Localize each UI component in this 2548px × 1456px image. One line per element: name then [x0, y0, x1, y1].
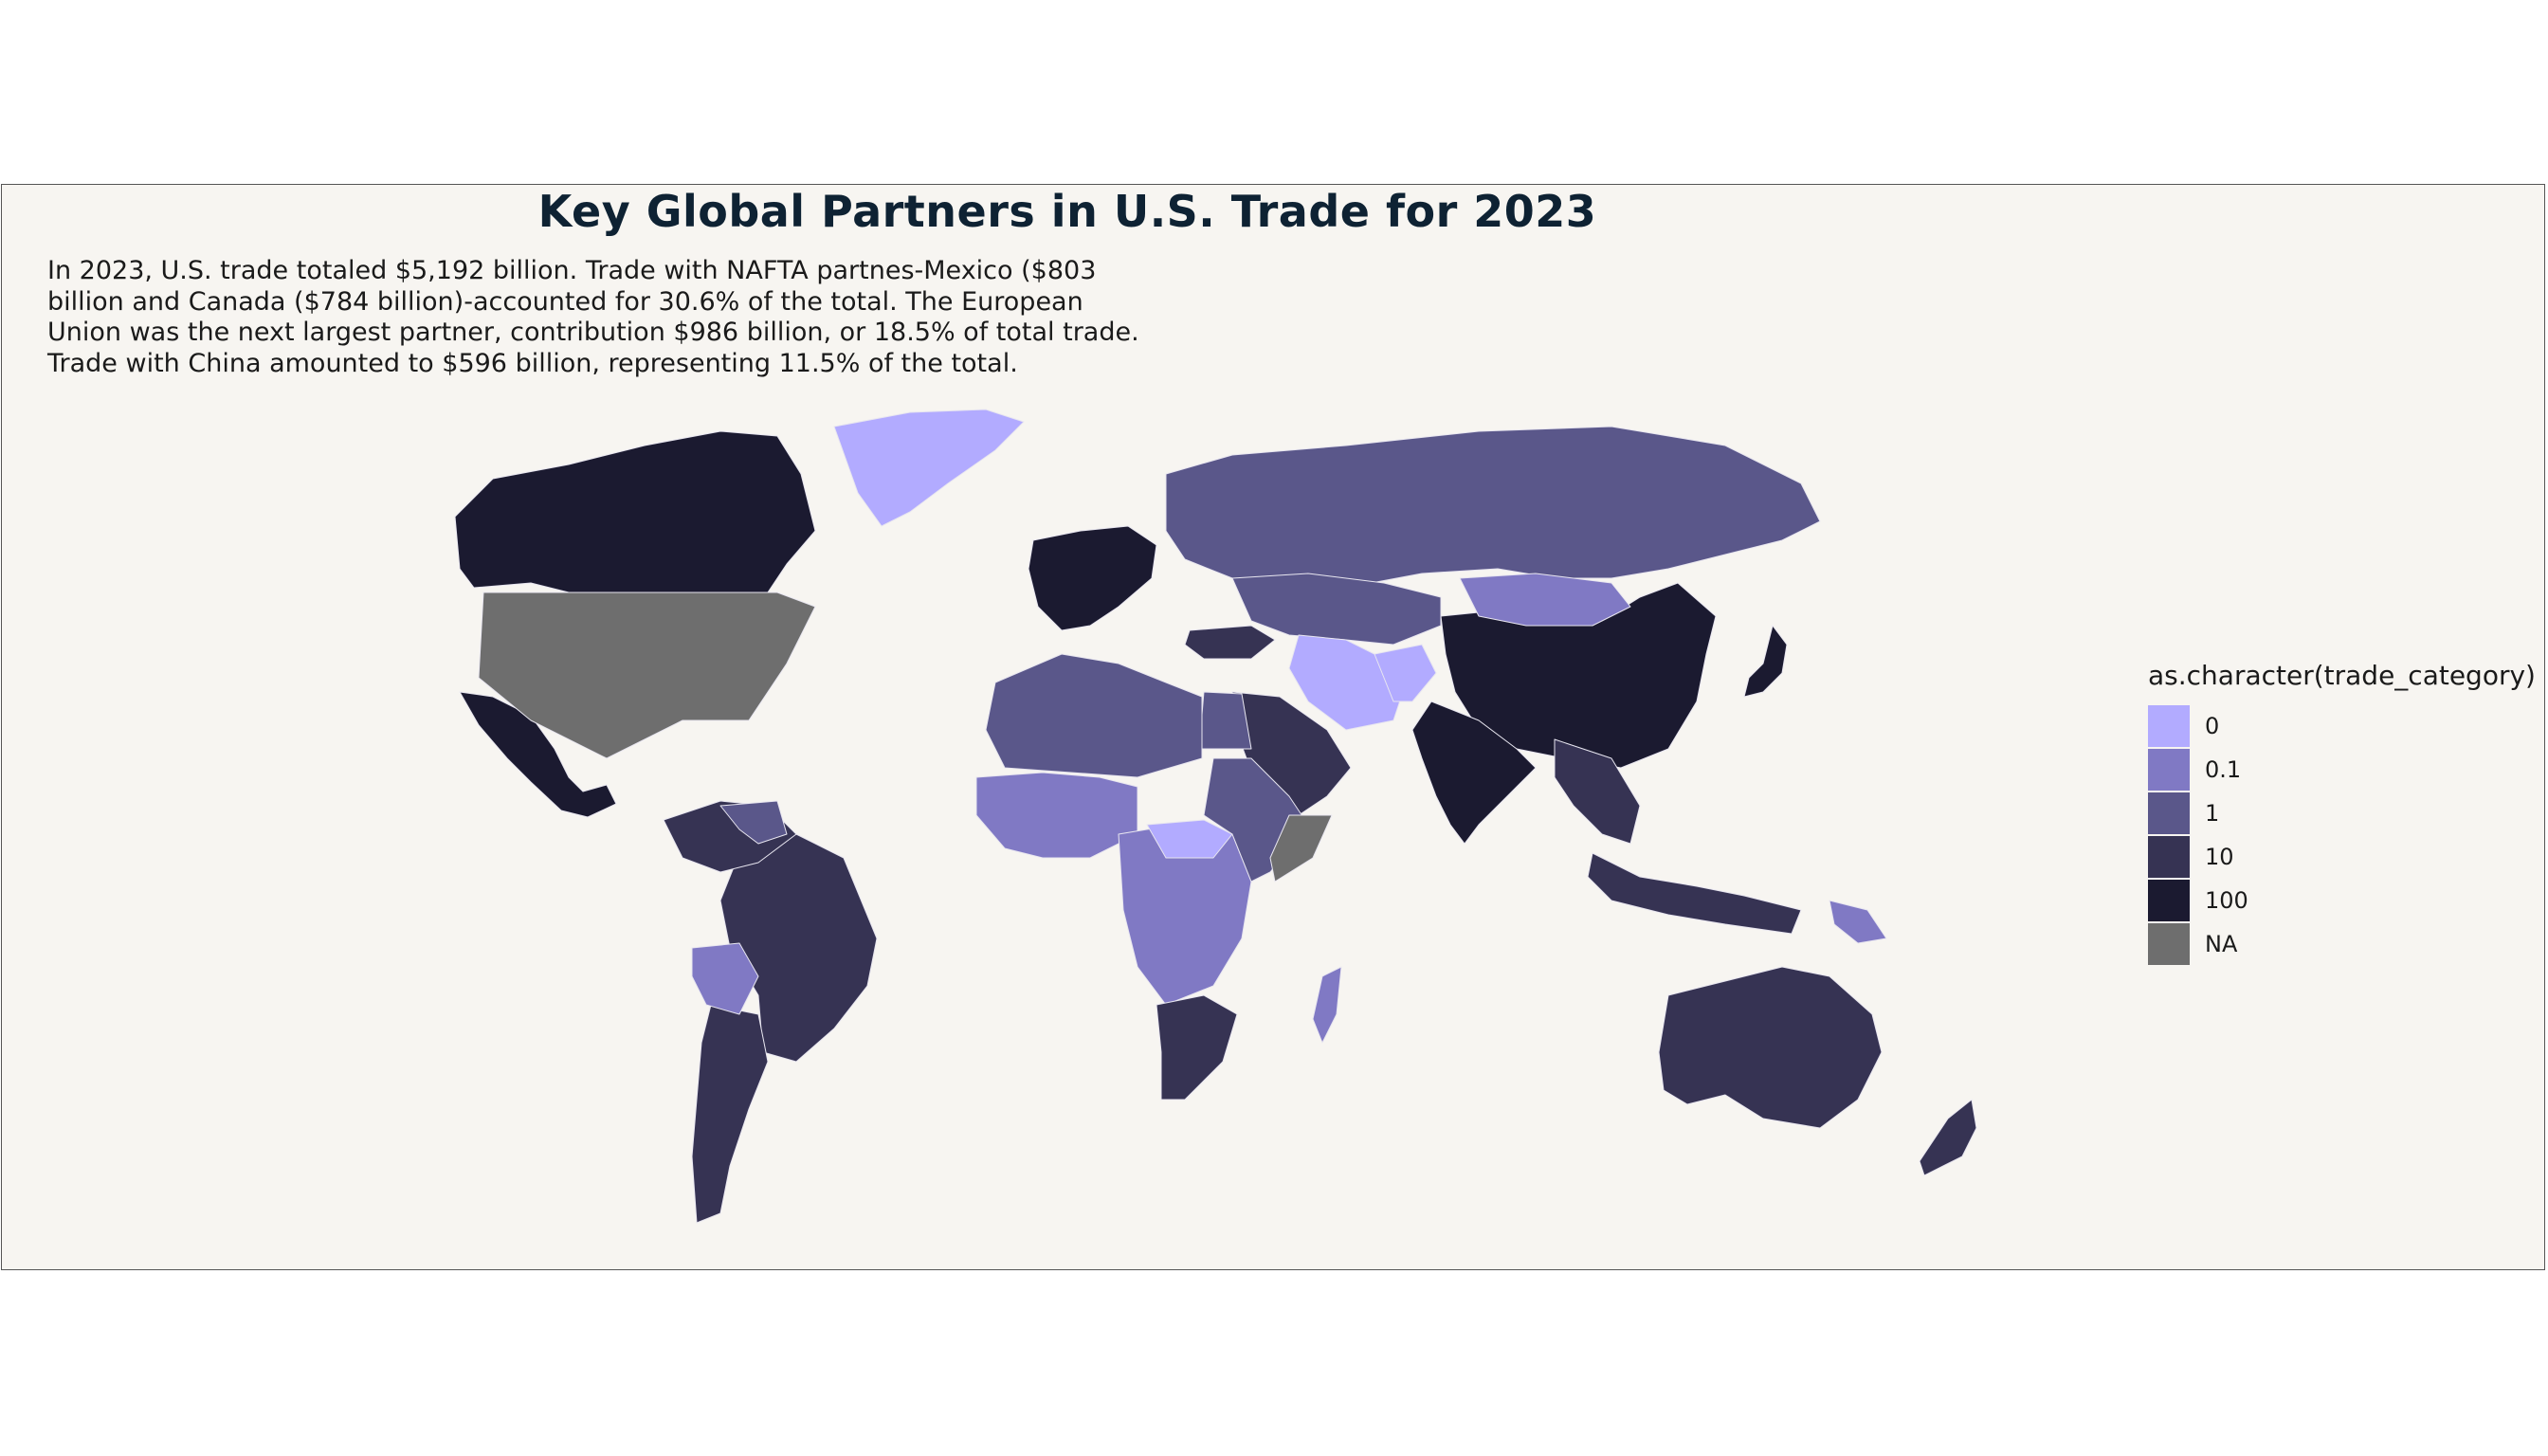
country-region: [1156, 994, 1238, 1101]
legend-swatch: [2148, 749, 2190, 791]
country-region: [1658, 966, 1883, 1129]
country-region: [1411, 701, 1537, 845]
legend-swatch: [2148, 705, 2190, 747]
country-region: [1743, 625, 1788, 698]
legend-label: 0.1: [2205, 756, 2242, 783]
country-region: [1374, 644, 1437, 702]
country-region: [1829, 900, 1887, 944]
country-region: [1554, 738, 1641, 845]
subtitle-line: Union was the next largest partner, cont…: [47, 318, 1139, 347]
legend-swatch: [2148, 836, 2190, 878]
legend-item: 0: [2148, 704, 2546, 748]
country-region: [833, 409, 1025, 527]
legend-item: NA: [2148, 922, 2546, 966]
subtitle-line: In 2023, U.S. trade totaled $5,192 billi…: [47, 256, 1097, 285]
country-region: [985, 653, 1203, 778]
country-region: [691, 942, 759, 1015]
map-subtitle: In 2023, U.S. trade totaled $5,192 billi…: [47, 256, 1280, 379]
country-region: [1459, 573, 1631, 627]
legend: as.character(trade_category) 0 0.1 1 10 …: [2148, 660, 2546, 966]
legend-label: NA: [2205, 931, 2238, 957]
country-region: [1028, 525, 1157, 631]
country-region: [1919, 1099, 1977, 1176]
legend-item: 0.1: [2148, 748, 2546, 792]
legend-label: 1: [2205, 800, 2220, 827]
legend-title: as.character(trade_category): [2148, 660, 2536, 691]
country-region: [691, 1004, 769, 1224]
legend-label: 0: [2205, 713, 2220, 739]
subtitle-line: Trade with China amounted to $596 billio…: [47, 348, 1018, 378]
country-region: [1146, 819, 1233, 859]
legend-item: 1: [2148, 792, 2546, 835]
country-region: [1269, 814, 1333, 883]
country-region: [478, 592, 816, 759]
map-title: Key Global Partners in U.S. Trade for 20…: [537, 186, 1597, 237]
legend-label: 10: [2205, 844, 2234, 870]
country-region: [975, 772, 1138, 859]
subtitle-line: billion and Canada ($784 billion)-accoun…: [47, 286, 1083, 317]
legend-swatch: [2148, 923, 2190, 965]
legend-swatch: [2148, 792, 2190, 834]
country-region: [1312, 966, 1342, 1044]
country-region: [719, 800, 788, 845]
legend-swatch: [2148, 880, 2190, 921]
country-region: [1587, 852, 1802, 935]
legend-item: 10: [2148, 835, 2546, 879]
legend-item: 100: [2148, 879, 2546, 922]
country-region: [1184, 625, 1276, 660]
country-region: [1288, 634, 1404, 731]
legend-label: 100: [2205, 887, 2248, 914]
country-region: [719, 833, 878, 1063]
country-region: [1231, 573, 1442, 646]
country-region: [1165, 426, 1821, 589]
